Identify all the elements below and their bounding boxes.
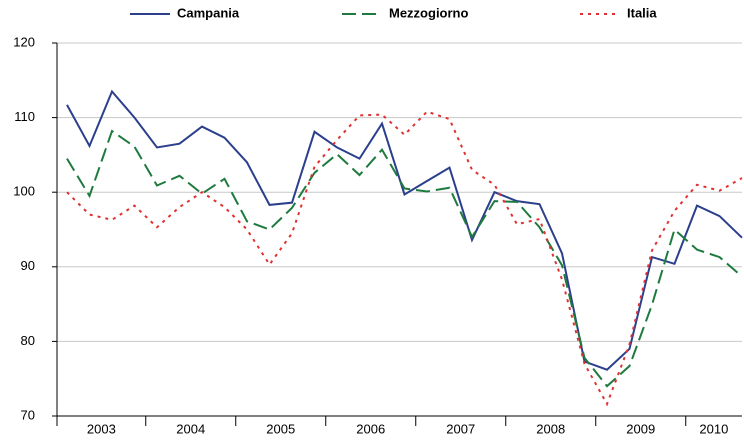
line-series: [66, 129, 743, 388]
legend-label: Campania: [177, 5, 240, 20]
x-tick-label: 2007: [446, 421, 475, 436]
line-series: [66, 89, 743, 371]
x-tick-label: 2003: [87, 421, 116, 436]
x-tick-label: 2009: [626, 421, 655, 436]
x-tick-label: 2004: [176, 421, 205, 436]
x-tick-label: 2005: [266, 421, 295, 436]
legend: Campania Mezzogiorno Italia: [130, 5, 657, 20]
y-tick-label: 90: [21, 258, 35, 273]
line-series: [66, 110, 743, 407]
x-tick-label: 2006: [356, 421, 385, 436]
y-tick-label: 110: [14, 109, 35, 124]
x-tick-label: 2010: [699, 421, 728, 436]
y-tick-label: 120: [13, 34, 35, 49]
legend-label: Italia: [627, 5, 657, 20]
y-tick-label: 80: [21, 333, 35, 348]
x-tick-label: 2008: [536, 421, 565, 436]
y-tick-label: 70: [21, 407, 35, 422]
legend-label: Mezzogiorno: [389, 5, 468, 20]
y-tick-label: 100: [13, 184, 35, 199]
